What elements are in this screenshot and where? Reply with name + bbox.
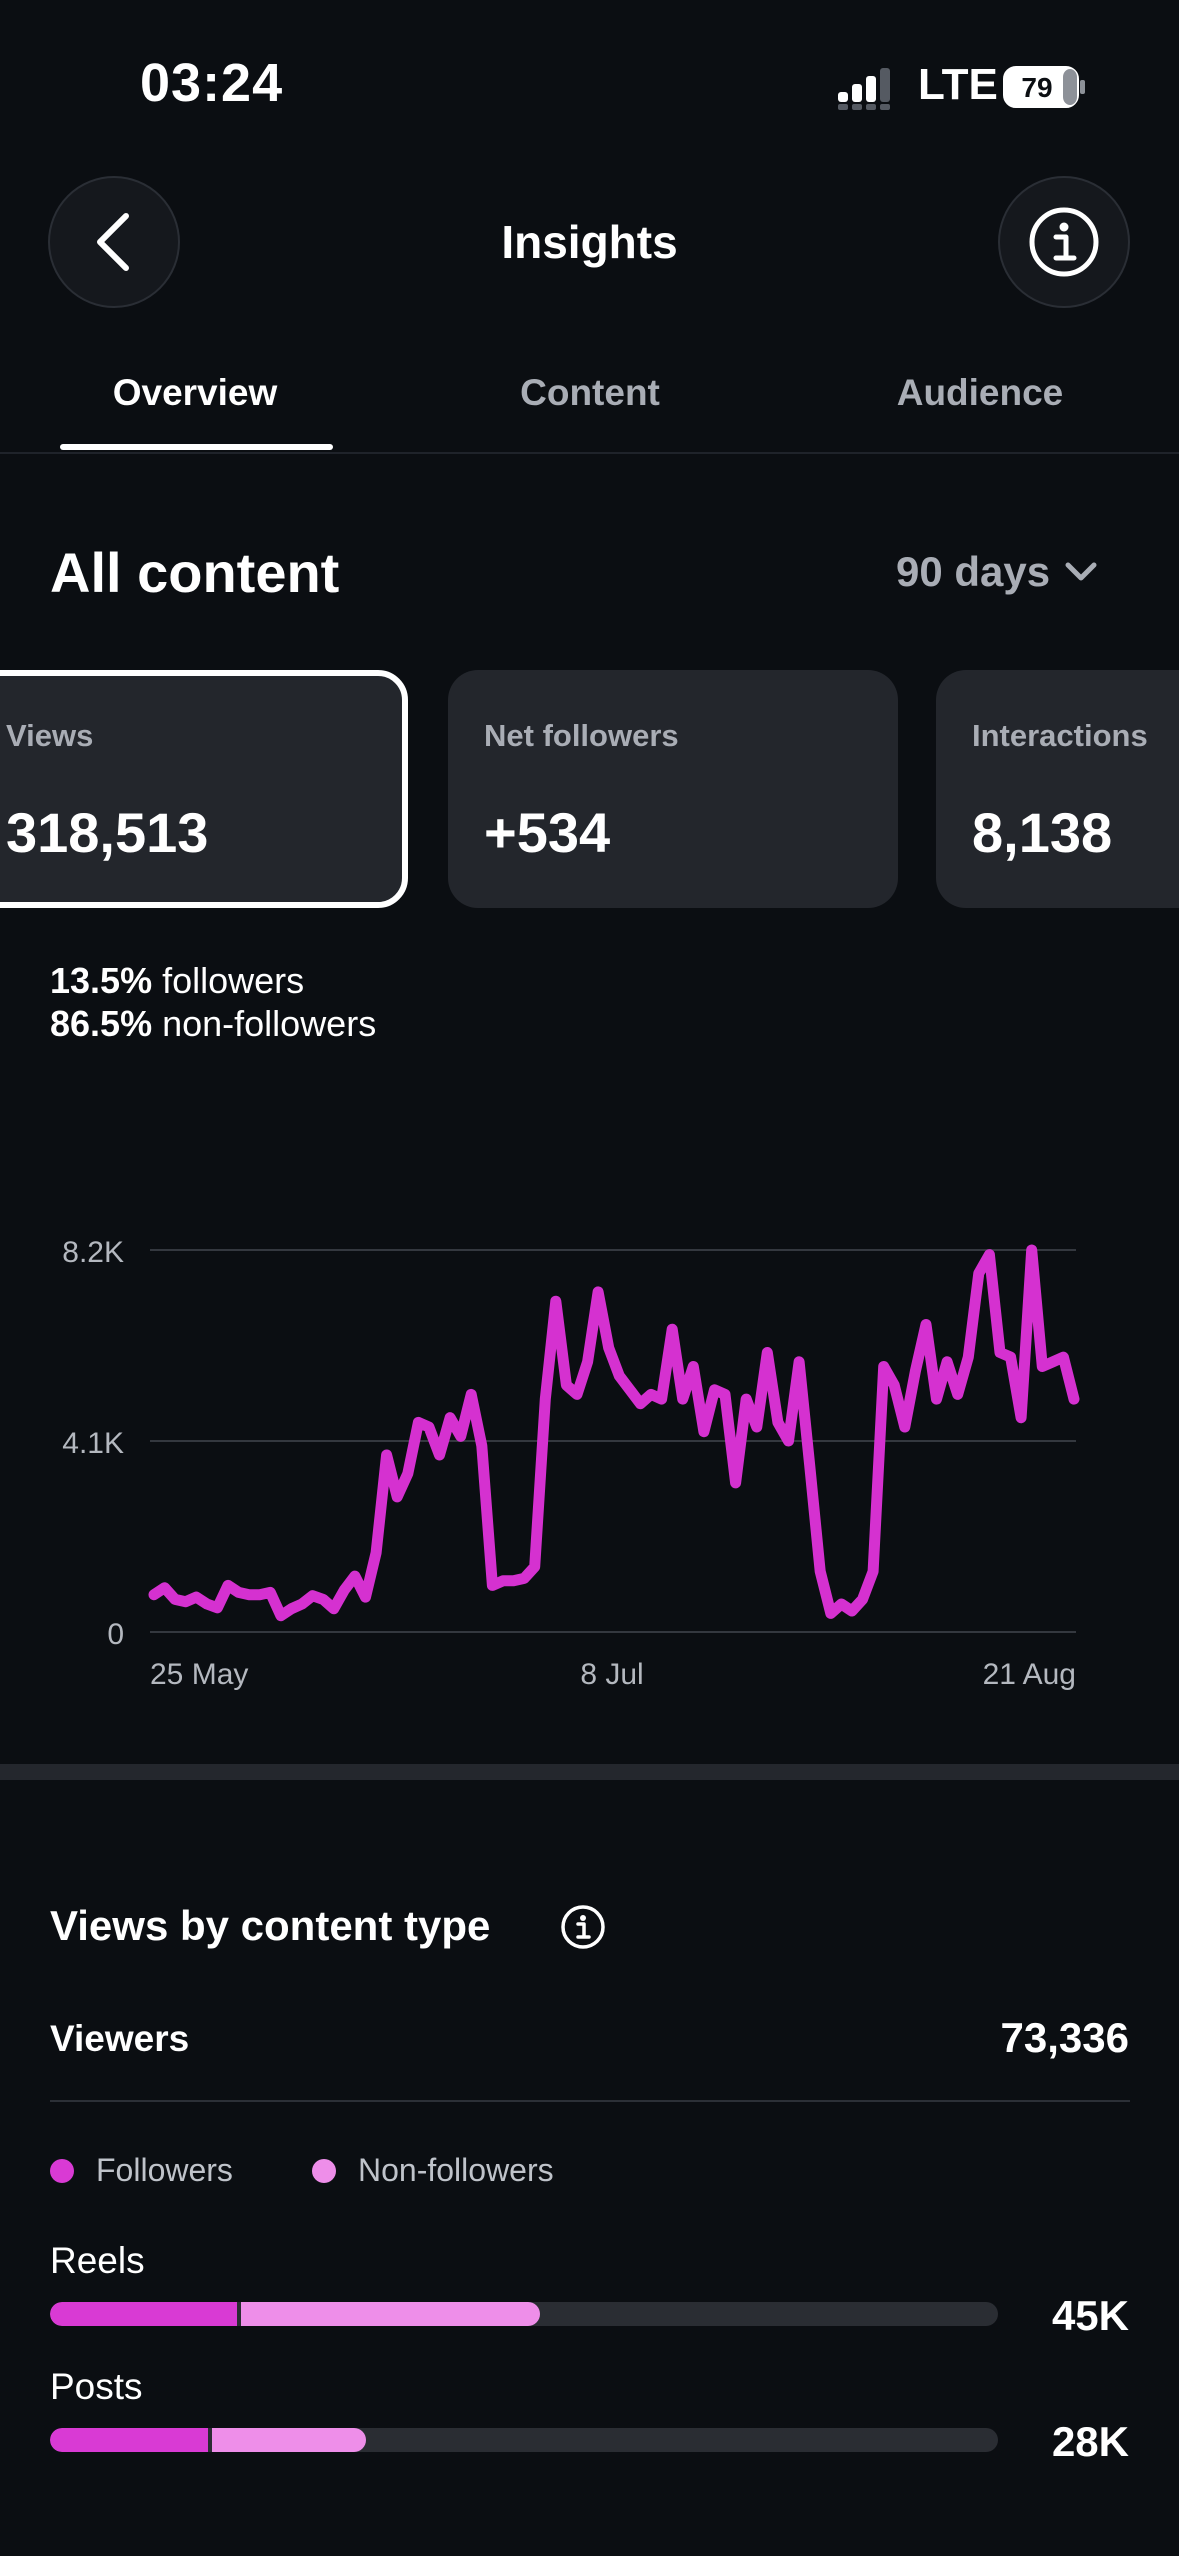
chevron-down-icon <box>1065 562 1097 581</box>
signal-strength-icon <box>838 68 890 110</box>
date-range-dropdown[interactable]: 90 days <box>896 548 1098 596</box>
metric-card-views[interactable]: Views 318,513 <box>0 670 408 908</box>
info-icon <box>1029 207 1099 277</box>
posts-followers-segment <box>50 2428 209 2452</box>
followers-label: followers <box>162 960 305 1001</box>
page-title: Insights <box>501 216 678 268</box>
info-icon[interactable] <box>560 1904 606 1950</box>
views-line-chart: 8.2K 4.1K 0 25 May 8 Jul 21 Aug <box>62 1236 1080 1691</box>
reels-followers-segment <box>50 2302 237 2326</box>
metric-value: 8,138 <box>972 801 1113 864</box>
section-divider <box>0 1764 1179 1780</box>
battery-icon: 79 <box>1003 66 1085 108</box>
non-followers-split: 86.5% non-followers <box>50 1003 376 1045</box>
metric-label: Net followers <box>484 718 679 753</box>
posts-non-followers-segment <box>212 2428 366 2452</box>
non-followers-label: non-followers <box>162 1003 377 1044</box>
info-button[interactable] <box>998 176 1130 308</box>
reels-non-followers-segment <box>240 2302 541 2326</box>
battery-level: 79 <box>1021 72 1052 103</box>
back-button[interactable] <box>48 176 180 308</box>
tabs-divider <box>0 452 1179 454</box>
y-tick-label: 4.1K <box>62 1427 124 1460</box>
posts-label: Posts <box>50 2366 143 2407</box>
divider <box>50 2100 1130 2102</box>
legend-non-followers: Non-followers <box>312 2152 554 2189</box>
tab-audience[interactable]: Audience <box>896 372 1064 413</box>
metric-label: Views <box>6 718 94 753</box>
tab-content[interactable]: Content <box>520 372 660 413</box>
posts-value: 28K <box>1051 2418 1129 2465</box>
legend-label: Followers <box>96 2152 233 2188</box>
posts-bar <box>50 2428 998 2452</box>
metric-card-interactions[interactable]: Interactions 8,138 <box>936 670 1179 908</box>
legend-label: Non-followers <box>358 2152 554 2188</box>
views-series-line <box>148 1244 1080 1622</box>
reels-bar <box>50 2302 998 2326</box>
date-range-value: 90 days <box>896 548 1051 595</box>
x-tick-label: 25 May <box>150 1658 248 1691</box>
views-by-type-title: Views by content type <box>50 1902 491 1949</box>
section-title: All content <box>50 541 340 604</box>
reels-label: Reels <box>50 2240 145 2281</box>
viewers-label: Viewers <box>50 2018 190 2059</box>
active-tab-indicator <box>60 444 333 450</box>
followers-percent: 13.5% <box>50 960 153 1001</box>
viewers-value: 73,336 <box>1000 2014 1129 2061</box>
x-tick-label: 21 Aug <box>983 1658 1076 1691</box>
non-followers-dot <box>312 2158 336 2183</box>
reels-value: 45K <box>1051 2292 1129 2339</box>
legend-followers: Followers <box>50 2152 233 2189</box>
x-tick-label: 8 Jul <box>580 1658 643 1691</box>
y-tick-label: 8.2K <box>62 1236 124 1269</box>
y-tick-label: 0 <box>107 1618 124 1651</box>
non-followers-percent: 86.5% <box>50 1003 153 1044</box>
chevron-left-icon <box>97 213 129 271</box>
metric-value: 318,513 <box>6 801 209 864</box>
status-time: 03:24 <box>140 53 284 113</box>
followers-split: 13.5% followers <box>50 960 304 1002</box>
metric-card-net-followers[interactable]: Net followers +534 <box>448 670 898 908</box>
metric-value: +534 <box>484 801 611 864</box>
metric-label: Interactions <box>972 718 1148 753</box>
followers-dot <box>50 2158 74 2183</box>
tab-overview[interactable]: Overview <box>112 372 278 413</box>
carrier-label: LTE <box>918 60 998 109</box>
